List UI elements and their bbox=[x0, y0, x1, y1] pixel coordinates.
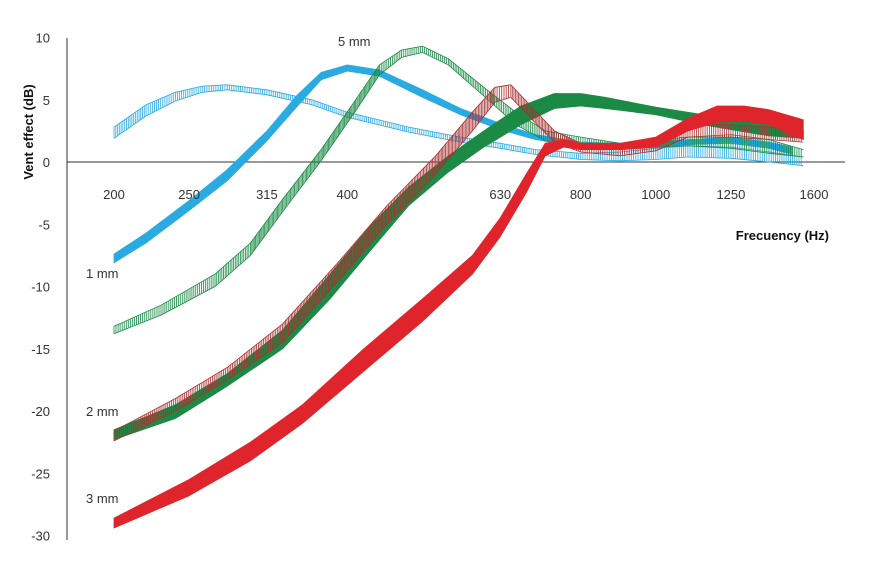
y-tick-label: 10 bbox=[36, 31, 50, 46]
x-tick-label: 1000 bbox=[641, 187, 670, 202]
x-tick-label: 315 bbox=[256, 187, 278, 202]
y-tick-label: -10 bbox=[31, 280, 50, 295]
y-tick-labels: 10 5 0 -5 -10 -15 -20 -25 -30 bbox=[31, 31, 50, 544]
x-tick-label: 630 bbox=[489, 187, 511, 202]
x-tick-label: 400 bbox=[336, 187, 358, 202]
y-tick-label: -20 bbox=[31, 404, 50, 419]
x-tick-labels: 200 250 315 400 630 800 1000 1250 1600 bbox=[103, 187, 828, 202]
x-tick-label: 1250 bbox=[716, 187, 745, 202]
x-tick-label: 200 bbox=[103, 187, 125, 202]
series-labels: 1 mm 5 mm 2 mm 3 mm bbox=[86, 34, 371, 506]
y-tick-label: -30 bbox=[31, 529, 50, 544]
y-tick-label: -5 bbox=[38, 217, 50, 232]
series-label-5-mm: 5 mm bbox=[338, 34, 371, 49]
series-bands bbox=[113, 45, 804, 529]
y-tick-label: -25 bbox=[31, 466, 50, 481]
series-label-3-mm: 3 mm bbox=[86, 491, 119, 506]
series-band-5-mm bbox=[113, 45, 804, 335]
series-band-unlabeled-4 bbox=[113, 84, 804, 442]
x-tick-label: 1600 bbox=[800, 187, 829, 202]
series-band-3-mm bbox=[113, 105, 804, 529]
y-tick-label: -15 bbox=[31, 342, 50, 357]
y-tick-label: 0 bbox=[43, 155, 50, 170]
x-tick-label: 800 bbox=[570, 187, 592, 202]
series-label-1-mm: 1 mm bbox=[86, 266, 119, 281]
x-axis-title: Frecuency (Hz) bbox=[736, 228, 829, 243]
y-axis-title: Vent effect (dB) bbox=[21, 84, 36, 179]
series-label-2-mm: 2 mm bbox=[86, 404, 119, 419]
x-tick-label: 250 bbox=[178, 187, 200, 202]
y-tick-label: 5 bbox=[43, 93, 50, 108]
